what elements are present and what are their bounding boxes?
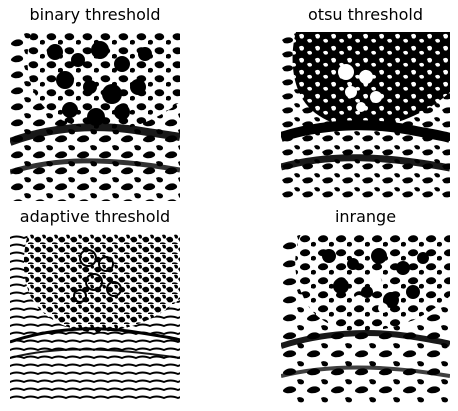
- otsu-threshold-image: [281, 32, 450, 201]
- otsu-threshold-pattern: [281, 32, 450, 201]
- panel-title: otsu threshold: [308, 5, 423, 24]
- panel-inrange: inrange: [281, 208, 450, 403]
- panel-binary-threshold: binary threshold: [10, 6, 180, 201]
- inrange-image: [281, 234, 450, 403]
- panel-title: inrange: [334, 207, 397, 226]
- adaptive-threshold-pattern: [10, 234, 180, 403]
- binary-threshold-image: [10, 32, 180, 201]
- panel-title: binary threshold: [29, 5, 161, 24]
- inrange-pattern: [281, 234, 450, 403]
- panel-title: adaptive threshold: [19, 207, 171, 226]
- adaptive-threshold-image: [10, 234, 180, 403]
- panel-adaptive-threshold: adaptive threshold: [10, 208, 180, 403]
- binary-threshold-pattern: [10, 32, 180, 201]
- panel-otsu-threshold: otsu threshold: [281, 6, 450, 201]
